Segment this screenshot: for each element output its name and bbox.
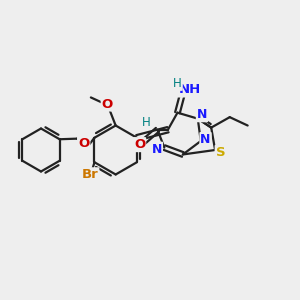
Text: NH: NH: [178, 83, 200, 97]
Text: S: S: [216, 146, 225, 159]
Text: N: N: [152, 142, 162, 156]
Text: Br: Br: [82, 168, 98, 181]
Text: O: O: [78, 137, 89, 150]
Text: H: H: [173, 77, 182, 90]
Text: N: N: [200, 133, 211, 146]
Text: O: O: [134, 138, 145, 151]
Text: N: N: [197, 108, 207, 121]
Text: H: H: [141, 116, 150, 129]
Text: O: O: [102, 98, 113, 110]
